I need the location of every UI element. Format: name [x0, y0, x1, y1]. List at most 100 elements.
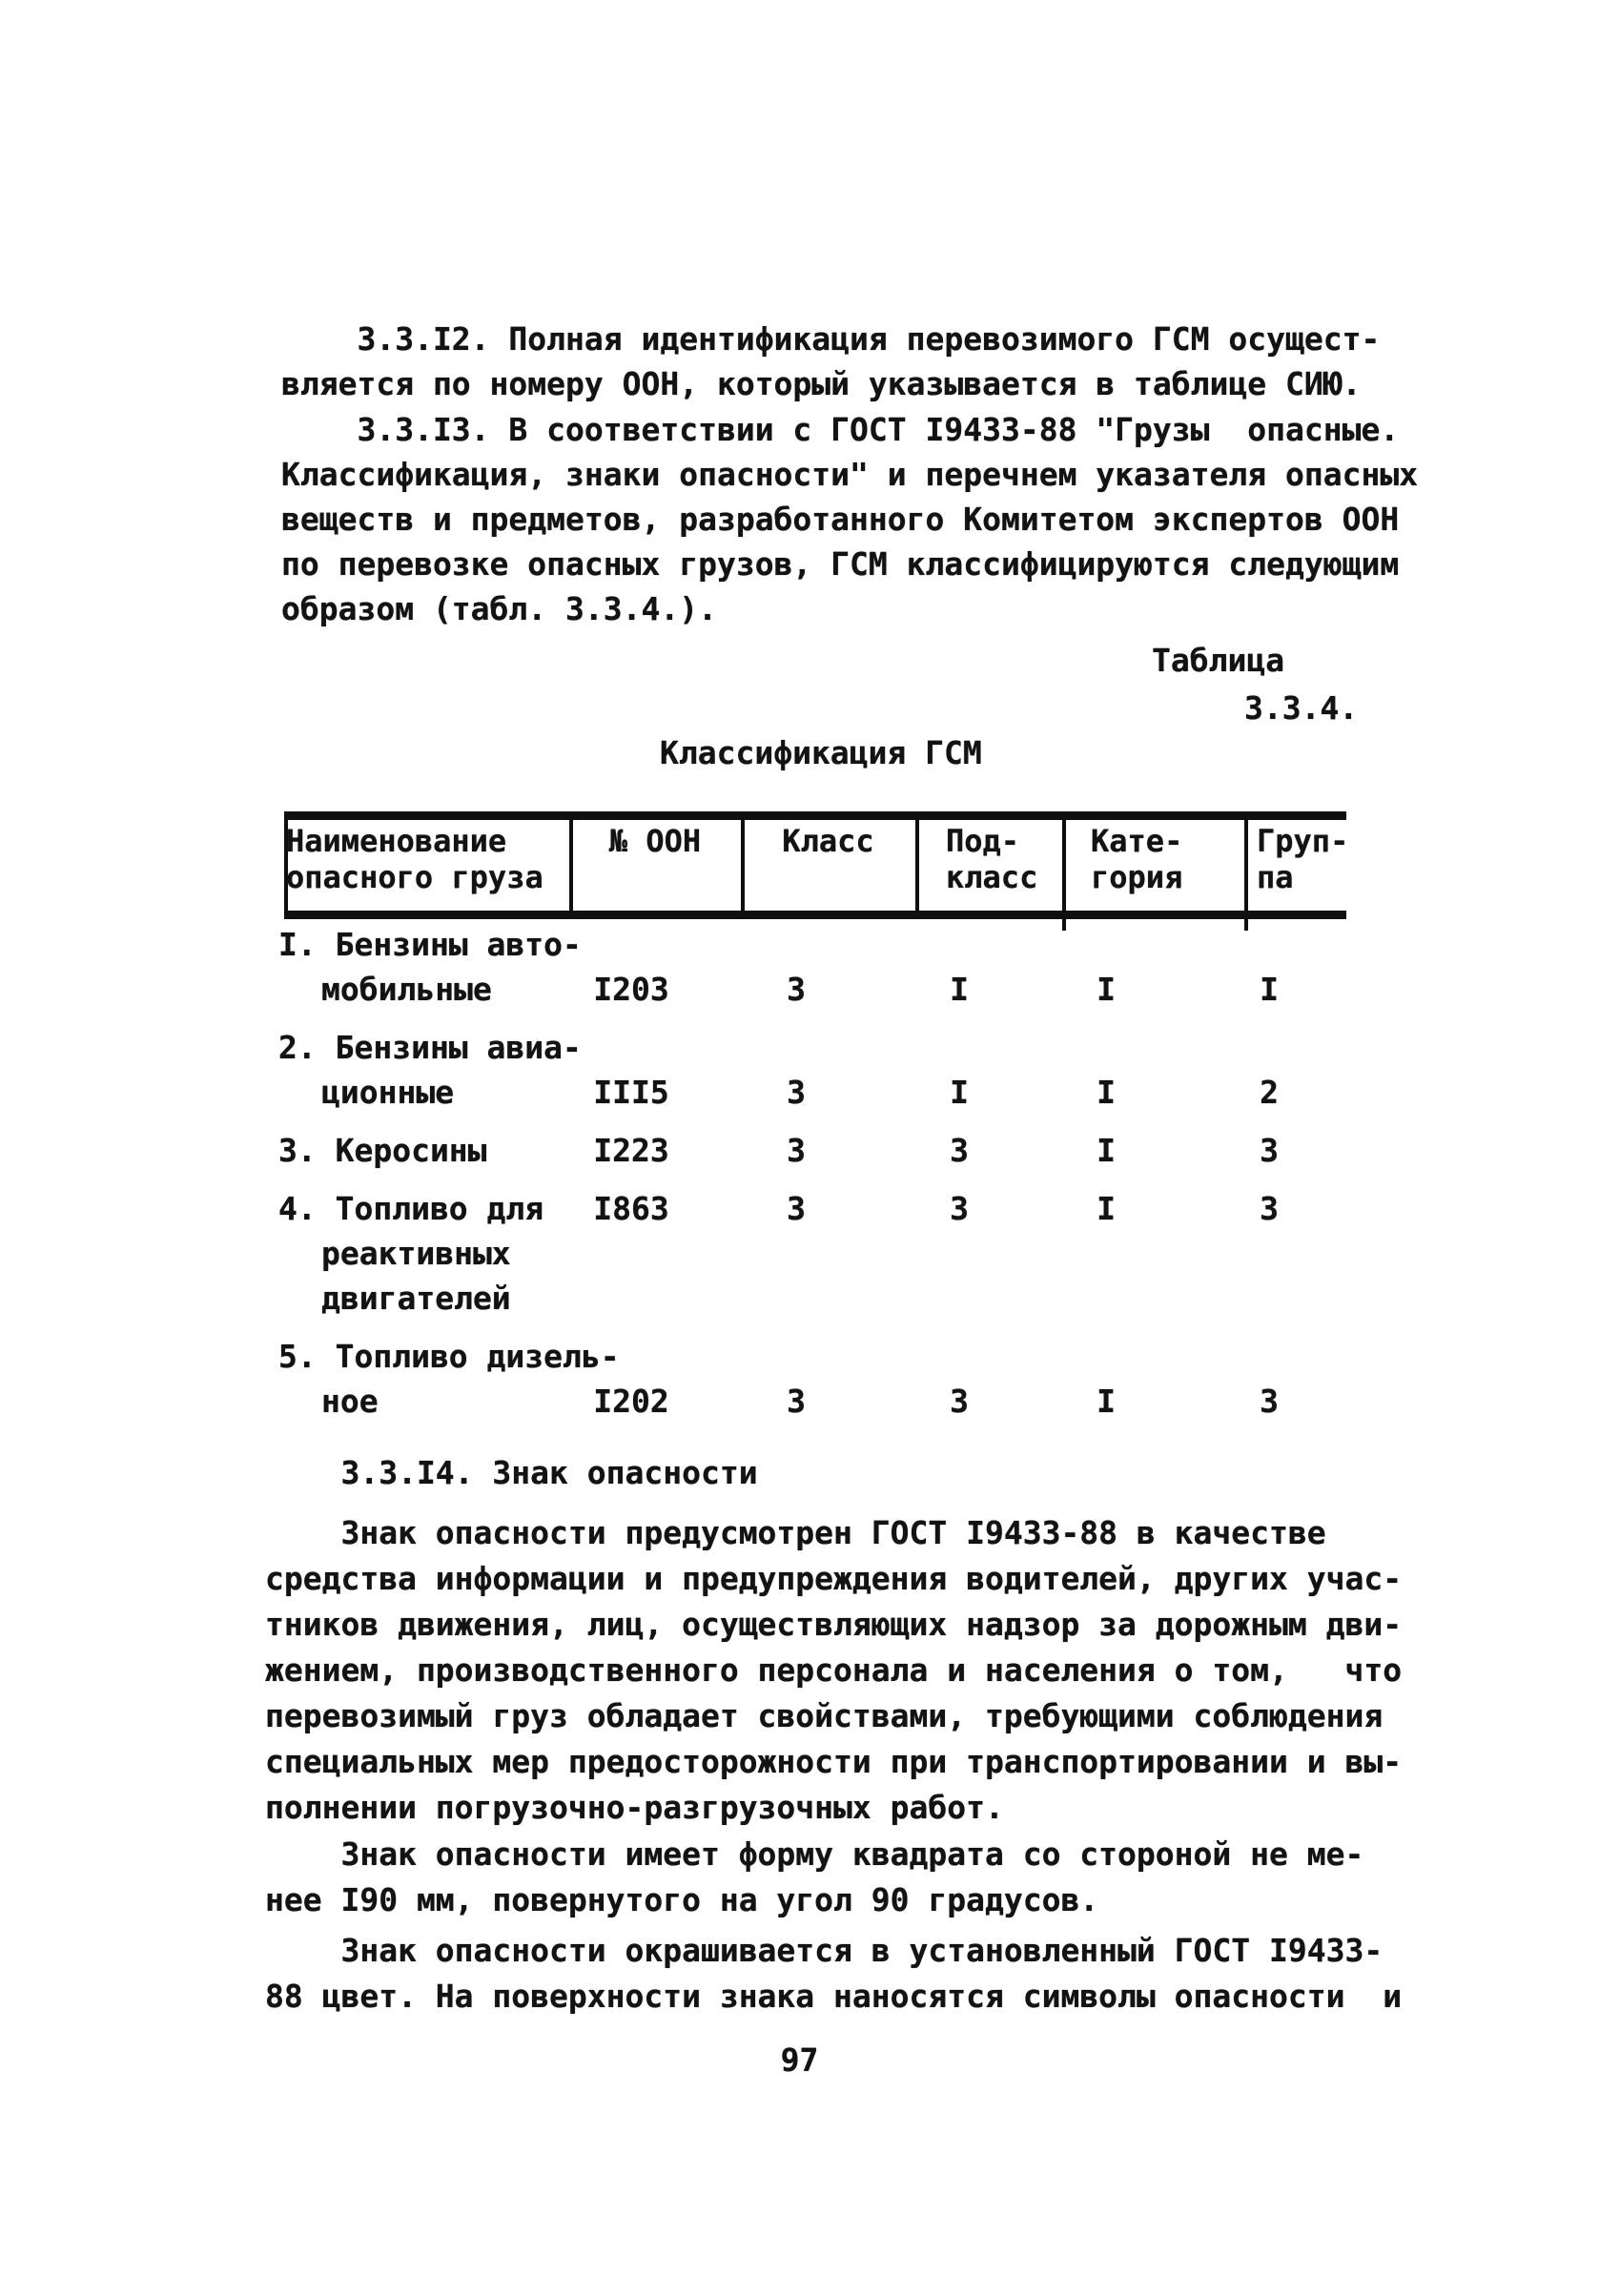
text-line: 88 цвет. На поверхности знака наносятся … — [265, 1978, 1403, 2015]
header-class: Класс — [741, 823, 915, 859]
table-row-line: 5. Топливо дизель- — [278, 1334, 1480, 1379]
text-line: веществ и предметов, разработанного Коми… — [281, 501, 1400, 538]
cargo-name-cell: 2. Бензины авиа- — [278, 1029, 582, 1066]
header-line: Под- — [946, 823, 1020, 859]
table-caption-number: 3.3.4. — [1244, 689, 1359, 727]
page-number: 97 — [780, 2041, 819, 2079]
header-category: Кате- гория — [1091, 823, 1182, 895]
header-subclass: Под- класс — [946, 823, 1037, 895]
header-line: № ООН — [608, 823, 702, 859]
table-row-line: 2. Бензины авиа- — [278, 1025, 1480, 1070]
text-line: жением, производственного персонала и на… — [265, 1651, 1403, 1689]
column-divider-4 — [1062, 811, 1066, 919]
cargo-name-cell: I. Бензины авто- — [278, 926, 582, 963]
table-row-line: двигателей — [278, 1276, 1480, 1321]
table-row-line: реактивных — [278, 1231, 1480, 1276]
text-line: специальных мер предосторожности при тра… — [265, 1743, 1403, 1780]
cell-cls: 3 — [787, 1190, 806, 1227]
table-row-line: 3. Керосины I223 3 3 I 3 — [278, 1128, 1480, 1173]
divider-tick-4 — [1062, 917, 1066, 931]
table-top-border — [284, 811, 1346, 820]
header-line: Кате- — [1091, 823, 1183, 859]
cell-sub: 3 — [950, 1132, 969, 1169]
cell-sub: I — [950, 971, 969, 1008]
cell-cat: I — [1097, 1132, 1116, 1169]
header-un-number: № ООН — [569, 823, 741, 859]
cell-sub: 3 — [950, 1190, 969, 1227]
cargo-name-cell: 3. Керосины — [278, 1132, 487, 1169]
cell-un: I223 — [593, 1132, 669, 1169]
cell-cls: 3 — [787, 971, 806, 1008]
paragraph-sign-purpose: Знак опасности предусмотрен ГОСТ I9433-8… — [265, 1510, 1402, 1831]
text-line: тников движения, лиц, осуществляющих над… — [265, 1606, 1403, 1643]
text-line: полнении погрузочно-разгрузочных работ. — [265, 1789, 1004, 1826]
cargo-name-cell: 5. Топливо дизель- — [278, 1338, 620, 1375]
paragraph-3-3-12: 3.3.I2. Полная идентификация перевозимог… — [281, 317, 1380, 406]
column-divider-3 — [915, 811, 919, 919]
header-line: гория — [1091, 859, 1183, 895]
cell-cat: I — [1097, 1383, 1116, 1420]
cell-grp: 3 — [1260, 1383, 1279, 1420]
table-row-line: мобильные I203 3 I I I — [278, 967, 1480, 1012]
cell-un: I203 — [593, 971, 669, 1008]
paragraph-sign-shape: Знак опасности имеет форму квадрата со с… — [265, 1832, 1363, 1923]
cell-grp: 2 — [1260, 1074, 1279, 1111]
text-line: 3.3.I4. Знак опасности — [265, 1454, 758, 1491]
table-row: 3. Керосины I223 3 3 I 3 — [278, 1128, 1480, 1173]
cargo-name-cell: реактивных — [321, 1235, 511, 1272]
cell-cat: I — [1097, 971, 1116, 1008]
text-line: средства информации и предупреждения вод… — [265, 1560, 1403, 1597]
table-left-border — [284, 811, 288, 919]
header-line: па — [1257, 859, 1294, 895]
cell-cat: I — [1097, 1190, 1116, 1227]
table-row: 4. Топливо для I863 3 3 I 3 реактивных двигател… — [278, 1186, 1480, 1321]
text-line: 3.3.I3. В соответствии с ГОСТ I9433-88 "… — [281, 411, 1400, 448]
header-line: класс — [946, 859, 1038, 895]
cell-grp: 3 — [1260, 1190, 1279, 1227]
header-line: опасного груза — [286, 859, 543, 895]
text-line: Знак опасности имеет форму квадрата со с… — [265, 1835, 1364, 1873]
table-row: 5. Топливо дизель-ное I202 3 3 I 3 — [278, 1334, 1480, 1424]
text-line: по перевозке опасных грузов, ГСМ классиф… — [281, 545, 1400, 583]
table-caption-label: Таблица — [1152, 642, 1285, 679]
table-row-line: 4. Топливо для I863 3 3 I 3 — [278, 1186, 1480, 1231]
cell-grp: 3 — [1260, 1132, 1279, 1169]
paragraph-3-3-13: 3.3.I3. В соответствии с ГОСТ I9433-88 "… — [281, 407, 1418, 631]
header-cargo-name: Наименование опасного груза — [286, 823, 543, 895]
column-divider-5 — [1244, 811, 1248, 919]
cell-un: I863 — [593, 1190, 669, 1227]
text-line: Знак опасности окрашивается в установлен… — [265, 1932, 1384, 1969]
table-row-line: I. Бензины авто- — [278, 922, 1480, 967]
table-row: I. Бензины авто-мобильные I203 3 I I I — [278, 922, 1480, 1012]
cell-cls: 3 — [787, 1132, 806, 1169]
text-line: вляется по номеру ООН, который указывает… — [281, 365, 1362, 402]
header-group: Груп- па — [1257, 823, 1348, 895]
text-line: 3.3.I2. Полная идентификация перевозимог… — [281, 320, 1381, 358]
table-header-bottom-border — [284, 911, 1346, 919]
cargo-name-cell: ционные — [321, 1074, 455, 1111]
cell-sub: 3 — [950, 1383, 969, 1420]
text-line: Классификация, знаки опасности" и перечн… — [281, 456, 1419, 493]
text-line: образом (табл. 3.3.4.). — [281, 590, 717, 627]
column-divider-2 — [741, 811, 745, 919]
cell-cat: I — [1097, 1074, 1116, 1111]
cargo-name-cell: мобильные — [321, 971, 492, 1008]
heading-3-3-14: 3.3.I4. Знак опасности — [265, 1450, 758, 1496]
divider-tick-5 — [1244, 917, 1248, 931]
header-line: Наименование — [286, 823, 507, 859]
text-line: Знак опасности предусмотрен ГОСТ I9433-8… — [265, 1514, 1326, 1551]
table-title: Классификация ГСМ — [660, 734, 982, 771]
cell-un: III5 — [593, 1074, 669, 1111]
table-row-line: ционные III5 3 I I 2 — [278, 1070, 1480, 1115]
table-row-line: ное I202 3 3 I 3 — [278, 1379, 1480, 1424]
table-row: 2. Бензины авиа-ционные III5 3 I I 2 — [278, 1025, 1480, 1115]
cell-cls: 3 — [787, 1383, 806, 1420]
cell-cls: 3 — [787, 1074, 806, 1111]
paragraph-sign-color: Знак опасности окрашивается в установлен… — [265, 1928, 1402, 2019]
cell-sub: I — [950, 1074, 969, 1111]
cargo-name-cell: двигателей — [321, 1280, 511, 1317]
cargo-name-cell: 4. Топливо для — [278, 1190, 544, 1227]
header-line: Груп- — [1257, 823, 1349, 859]
column-divider-1 — [569, 811, 573, 919]
